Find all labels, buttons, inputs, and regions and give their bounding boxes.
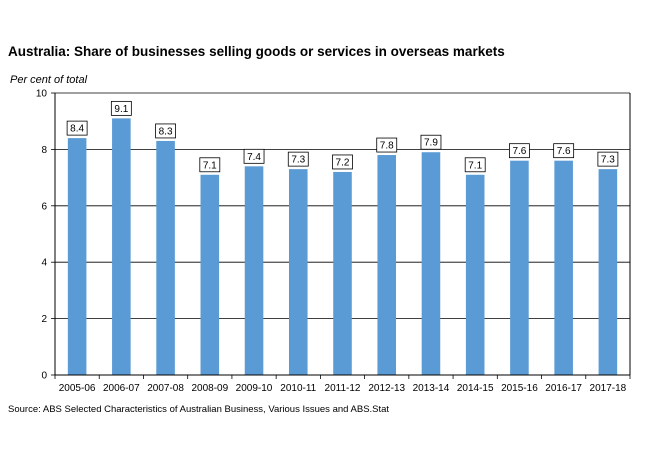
data-label-box	[420, 134, 442, 150]
x-tick-label: 2009-10	[236, 383, 273, 394]
data-label-box	[287, 151, 309, 167]
data-label: 7.1	[468, 160, 482, 171]
y-tick-label: 8	[41, 145, 47, 156]
x-tick-label: 2011-12	[325, 383, 361, 394]
data-label: 7.3	[601, 155, 615, 166]
bar	[421, 152, 441, 375]
x-tick-labels: 2005-06 2006-07 2007-08 2008-09 2009-10 2010-…	[59, 383, 627, 394]
bar	[598, 169, 618, 375]
data-label: 8.3	[159, 126, 173, 137]
bar	[377, 155, 397, 375]
data-label: 7.3	[291, 155, 305, 166]
data-label-box	[66, 120, 88, 136]
x-tick-label: 2014-15	[457, 383, 494, 394]
data-label: 8.4	[70, 124, 84, 135]
data-label-box	[553, 143, 575, 159]
data-label-box	[376, 137, 398, 153]
data-labels: 8.4 9.1 8.3 7.1 7.4 7.3 7.2 7.8 7.9 7.1 7.6 7.6 7.3	[66, 100, 619, 173]
data-label-box	[464, 157, 486, 173]
bar	[333, 171, 352, 375]
y-tick-label: 0	[41, 371, 47, 382]
bar	[288, 169, 308, 375]
data-label-box	[597, 151, 619, 167]
data-label: 7.9	[424, 138, 438, 149]
data-label: 7.6	[557, 146, 571, 157]
data-label-box	[199, 157, 221, 173]
bar	[510, 160, 529, 375]
bars	[67, 118, 618, 375]
data-label: 7.8	[380, 141, 394, 152]
bar	[112, 118, 131, 375]
x-tick-label: 2006-07	[103, 383, 140, 394]
bar	[244, 166, 264, 375]
data-label: 9.1	[114, 104, 128, 115]
data-label: 7.1	[203, 160, 217, 171]
axes	[54, 93, 631, 379]
x-tick-label: 2016-17	[545, 383, 582, 394]
bar	[67, 138, 87, 375]
y-axis-label: Per cent of total	[10, 74, 88, 86]
x-tick-label: 2008-09	[191, 383, 228, 394]
y-tick-labels: 0 2 4 6 8 10	[36, 89, 48, 382]
data-label: 7.2	[336, 157, 350, 168]
bar	[554, 160, 573, 375]
x-tick-label: 2015-16	[501, 383, 538, 394]
x-tick-label: 2013-14	[413, 383, 450, 394]
y-tick-label: 4	[41, 258, 47, 269]
x-tick-label: 2010-11	[280, 383, 316, 394]
data-label: 7.6	[512, 146, 526, 157]
data-label-box	[243, 148, 265, 164]
source-note: Source: ABS Selected Characteristics of …	[8, 404, 390, 415]
bar	[156, 140, 175, 375]
y-tick-label: 6	[41, 201, 47, 212]
bar	[200, 174, 220, 375]
data-label-box	[509, 143, 530, 159]
data-label-box	[332, 154, 353, 170]
x-tick-label: 2005-06	[59, 383, 96, 394]
data-label: 7.4	[247, 152, 261, 163]
y-tick-label: 10	[36, 89, 48, 100]
bar	[465, 174, 485, 375]
x-tick-label: 2012-13	[368, 383, 405, 394]
chart-title: Australia: Share of businesses selling g…	[8, 44, 505, 59]
data-label-box	[155, 123, 176, 139]
data-label-box	[110, 100, 132, 116]
y-tick-label: 2	[41, 314, 47, 325]
x-tick-label: 2017-18	[590, 383, 627, 394]
x-tick-label: 2007-08	[147, 383, 184, 394]
